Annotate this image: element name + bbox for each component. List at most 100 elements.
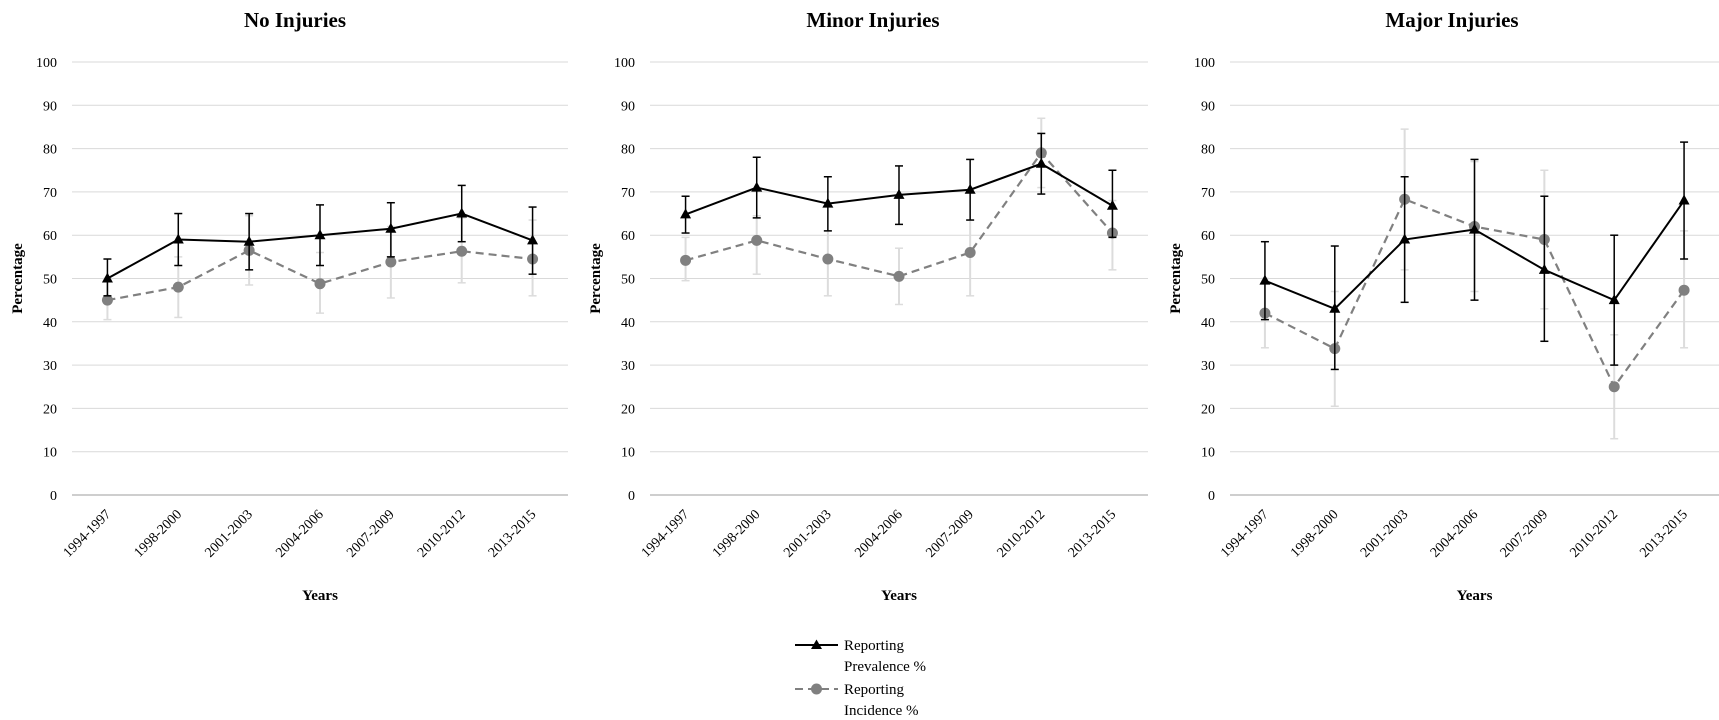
- y-tick-label-90: 90: [1201, 99, 1215, 114]
- data-point-reporting-prevalence: [101, 272, 113, 283]
- y-tick-label-100: 100: [36, 56, 57, 71]
- legend-item-prevalence: Reporting Prevalence %: [795, 638, 926, 675]
- x-tick-label-2010-2012: 2010-2012: [415, 507, 469, 561]
- y-tick-label-40: 40: [621, 316, 635, 331]
- data-point-reporting-prevalence: [893, 188, 905, 199]
- panel-title-major-injuries: Major Injuries: [1385, 8, 1518, 32]
- y-tick-label-30: 30: [621, 359, 635, 374]
- x-tick-label-1994-1997: 1994-1997: [1218, 507, 1272, 561]
- y-axis-title-minor-injuries: Percentage: [588, 243, 604, 314]
- chart-legend: Reporting Prevalence % Reporting Inciden…: [795, 638, 926, 719]
- data-point-reporting-prevalence: [1678, 194, 1690, 205]
- panel-title-minor-injuries: Minor Injuries: [806, 8, 939, 32]
- y-axis-title-no-injuries: Percentage: [10, 243, 26, 314]
- y-tick-label-70: 70: [621, 186, 635, 201]
- y-tick-label-80: 80: [1201, 143, 1215, 158]
- series-reporting-prevalence: [680, 132, 1118, 239]
- y-tick-label-90: 90: [43, 99, 57, 114]
- legend-incidence-label-line2: Incidence %: [844, 703, 919, 719]
- data-point-reporting-prevalence: [822, 197, 834, 208]
- data-point-reporting-prevalence: [1035, 157, 1047, 168]
- y-tick-label-70: 70: [1201, 186, 1215, 201]
- legend-incidence-label-line1: Reporting: [844, 682, 904, 698]
- x-tick-label-2013-2015: 2013-2015: [1066, 507, 1120, 561]
- x-tick-label-2007-2009: 2007-2009: [344, 507, 398, 561]
- data-point-reporting-incidence: [172, 281, 184, 293]
- legend-prevalence-triangle-marker: [811, 639, 822, 649]
- data-point-reporting-prevalence: [1538, 263, 1550, 274]
- x-tick-label-2007-2009: 2007-2009: [923, 507, 977, 561]
- series-reporting-prevalence: [1259, 141, 1690, 371]
- data-point-reporting-incidence: [456, 245, 468, 257]
- data-point-reporting-prevalence: [1329, 302, 1341, 313]
- x-tick-label-2013-2015: 2013-2015: [486, 507, 540, 561]
- y-tick-label-10: 10: [621, 446, 635, 461]
- data-point-reporting-prevalence: [680, 208, 692, 219]
- y-tick-label-10: 10: [1201, 446, 1215, 461]
- data-point-reporting-prevalence: [1399, 233, 1411, 244]
- legend-item-incidence: Reporting Incidence %: [795, 682, 919, 719]
- panel-major-injuries: Major Injuries 0 10 20 30 40 50 60 70 80 90 100 Perc…: [1168, 8, 1719, 604]
- y-tick-label-80: 80: [43, 143, 57, 158]
- data-point-reporting-prevalence: [314, 229, 326, 240]
- data-point-reporting-prevalence: [527, 234, 539, 245]
- y-tick-label-30: 30: [1201, 359, 1215, 374]
- y-tick-label-60: 60: [43, 229, 57, 244]
- y-tick-label-10: 10: [43, 446, 57, 461]
- data-point-reporting-incidence: [964, 247, 976, 259]
- y-tick-label-0: 0: [50, 489, 57, 504]
- x-tick-label-2004-2006: 2004-2006: [273, 507, 327, 561]
- data-point-reporting-prevalence: [1259, 274, 1271, 285]
- legend-prevalence-label-line1: Reporting: [844, 638, 904, 654]
- data-point-reporting-prevalence: [243, 235, 255, 246]
- y-tick-label-70: 70: [43, 186, 57, 201]
- data-point-reporting-prevalence: [172, 233, 184, 244]
- y-tick-label-0: 0: [628, 489, 635, 504]
- data-point-reporting-incidence: [893, 270, 905, 282]
- y-axis-title-major-injuries: Percentage: [1168, 243, 1184, 314]
- y-tick-label-0: 0: [1208, 489, 1215, 504]
- x-tick-label-2010-2012: 2010-2012: [1568, 507, 1622, 561]
- data-point-reporting-prevalence: [1106, 199, 1118, 210]
- x-tick-label-1994-1997: 1994-1997: [639, 507, 693, 561]
- data-point-reporting-incidence: [101, 294, 113, 306]
- data-point-reporting-incidence: [751, 234, 763, 246]
- x-tick-label-1998-2000: 1998-2000: [710, 507, 764, 561]
- x-tick-label-2007-2009: 2007-2009: [1498, 507, 1552, 561]
- y-tick-label-20: 20: [43, 402, 57, 417]
- data-point-reporting-prevalence: [751, 181, 763, 192]
- data-point-reporting-prevalence: [1469, 223, 1480, 234]
- y-tick-label-80: 80: [621, 143, 635, 158]
- y-tick-label-40: 40: [43, 316, 57, 331]
- x-axis-title-no-injuries: Years: [302, 588, 338, 604]
- panel-minor-injuries: Minor Injuries 0 10 20 30 40 50 60 70 80 90 100 Perc…: [588, 8, 1148, 604]
- x-tick-label-1998-2000: 1998-2000: [1288, 507, 1342, 561]
- data-point-reporting-incidence: [385, 256, 397, 268]
- data-point-reporting-incidence: [314, 278, 326, 290]
- series-reporting-prevalence: [101, 184, 539, 297]
- x-axis-title-major-injuries: Years: [1457, 588, 1493, 604]
- y-tick-label-50: 50: [621, 273, 635, 288]
- data-point-reporting-prevalence: [964, 183, 976, 194]
- data-point-reporting-incidence: [1608, 381, 1620, 393]
- panel-title-no-injuries: No Injuries: [244, 8, 346, 32]
- y-tick-label-40: 40: [1201, 316, 1215, 331]
- y-tick-label-60: 60: [1201, 229, 1215, 244]
- x-tick-label-2004-2006: 2004-2006: [852, 507, 906, 561]
- data-point-reporting-prevalence: [456, 207, 468, 218]
- y-tick-label-20: 20: [621, 402, 635, 417]
- data-point-reporting-prevalence: [385, 222, 397, 233]
- legend-incidence-circle-marker: [811, 683, 822, 695]
- y-tick-label-20: 20: [1201, 402, 1215, 417]
- x-tick-label-1994-1997: 1994-1997: [61, 507, 115, 561]
- x-tick-label-2001-2003: 2001-2003: [202, 507, 256, 561]
- x-tick-label-1998-2000: 1998-2000: [132, 507, 186, 561]
- y-tick-label-100: 100: [1194, 56, 1215, 71]
- x-tick-label-2004-2006: 2004-2006: [1428, 507, 1482, 561]
- y-tick-label-50: 50: [43, 273, 57, 288]
- data-point-reporting-incidence: [822, 253, 834, 265]
- panel-no-injuries: No Injuries 0 10 20 30 40 50 60 70 80 90 100 Percent…: [10, 8, 568, 604]
- legend-prevalence-label-line2: Prevalence %: [844, 659, 926, 675]
- x-axis-title-minor-injuries: Years: [881, 588, 917, 604]
